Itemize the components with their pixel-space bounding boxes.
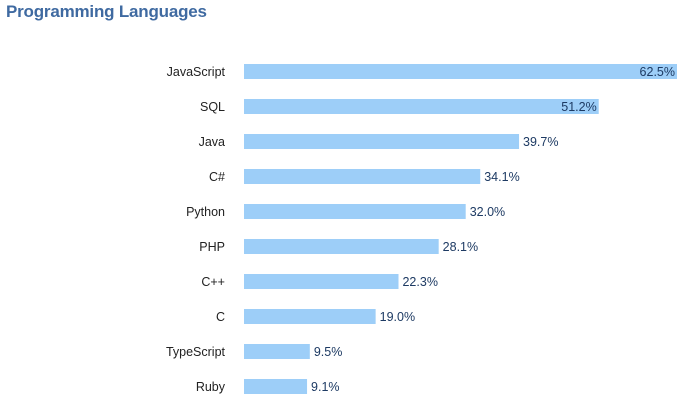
category-label: Ruby xyxy=(196,380,226,394)
bar-typescript xyxy=(244,344,310,359)
category-label: PHP xyxy=(199,240,225,254)
bar-javascript xyxy=(244,64,677,79)
bar-sql xyxy=(244,99,599,114)
category-label: C xyxy=(216,310,225,324)
category-label: JavaScript xyxy=(167,65,226,79)
bar-python xyxy=(244,204,466,219)
value-label: 39.7% xyxy=(523,135,558,149)
value-label: 19.0% xyxy=(380,310,415,324)
category-label: Python xyxy=(186,205,225,219)
category-label: TypeScript xyxy=(166,345,226,359)
value-label: 62.5% xyxy=(640,65,675,79)
bar-ruby xyxy=(244,379,308,394)
value-label: 22.3% xyxy=(402,275,437,289)
value-label: 34.1% xyxy=(484,170,519,184)
bar-php xyxy=(244,239,439,254)
category-label: Java xyxy=(199,135,225,149)
bar-c- xyxy=(244,169,481,184)
chart-title: Programming Languages xyxy=(6,2,207,21)
bar-c- xyxy=(244,274,399,289)
bar-c xyxy=(244,309,376,324)
value-label: 51.2% xyxy=(561,100,596,114)
value-label: 9.1% xyxy=(311,380,340,394)
value-label: 32.0% xyxy=(470,205,505,219)
category-label: C++ xyxy=(201,275,225,289)
value-label: 9.5% xyxy=(314,345,343,359)
bar-java xyxy=(244,134,520,149)
category-label: SQL xyxy=(200,100,225,114)
category-label: C# xyxy=(209,170,225,184)
value-label: 28.1% xyxy=(443,240,478,254)
